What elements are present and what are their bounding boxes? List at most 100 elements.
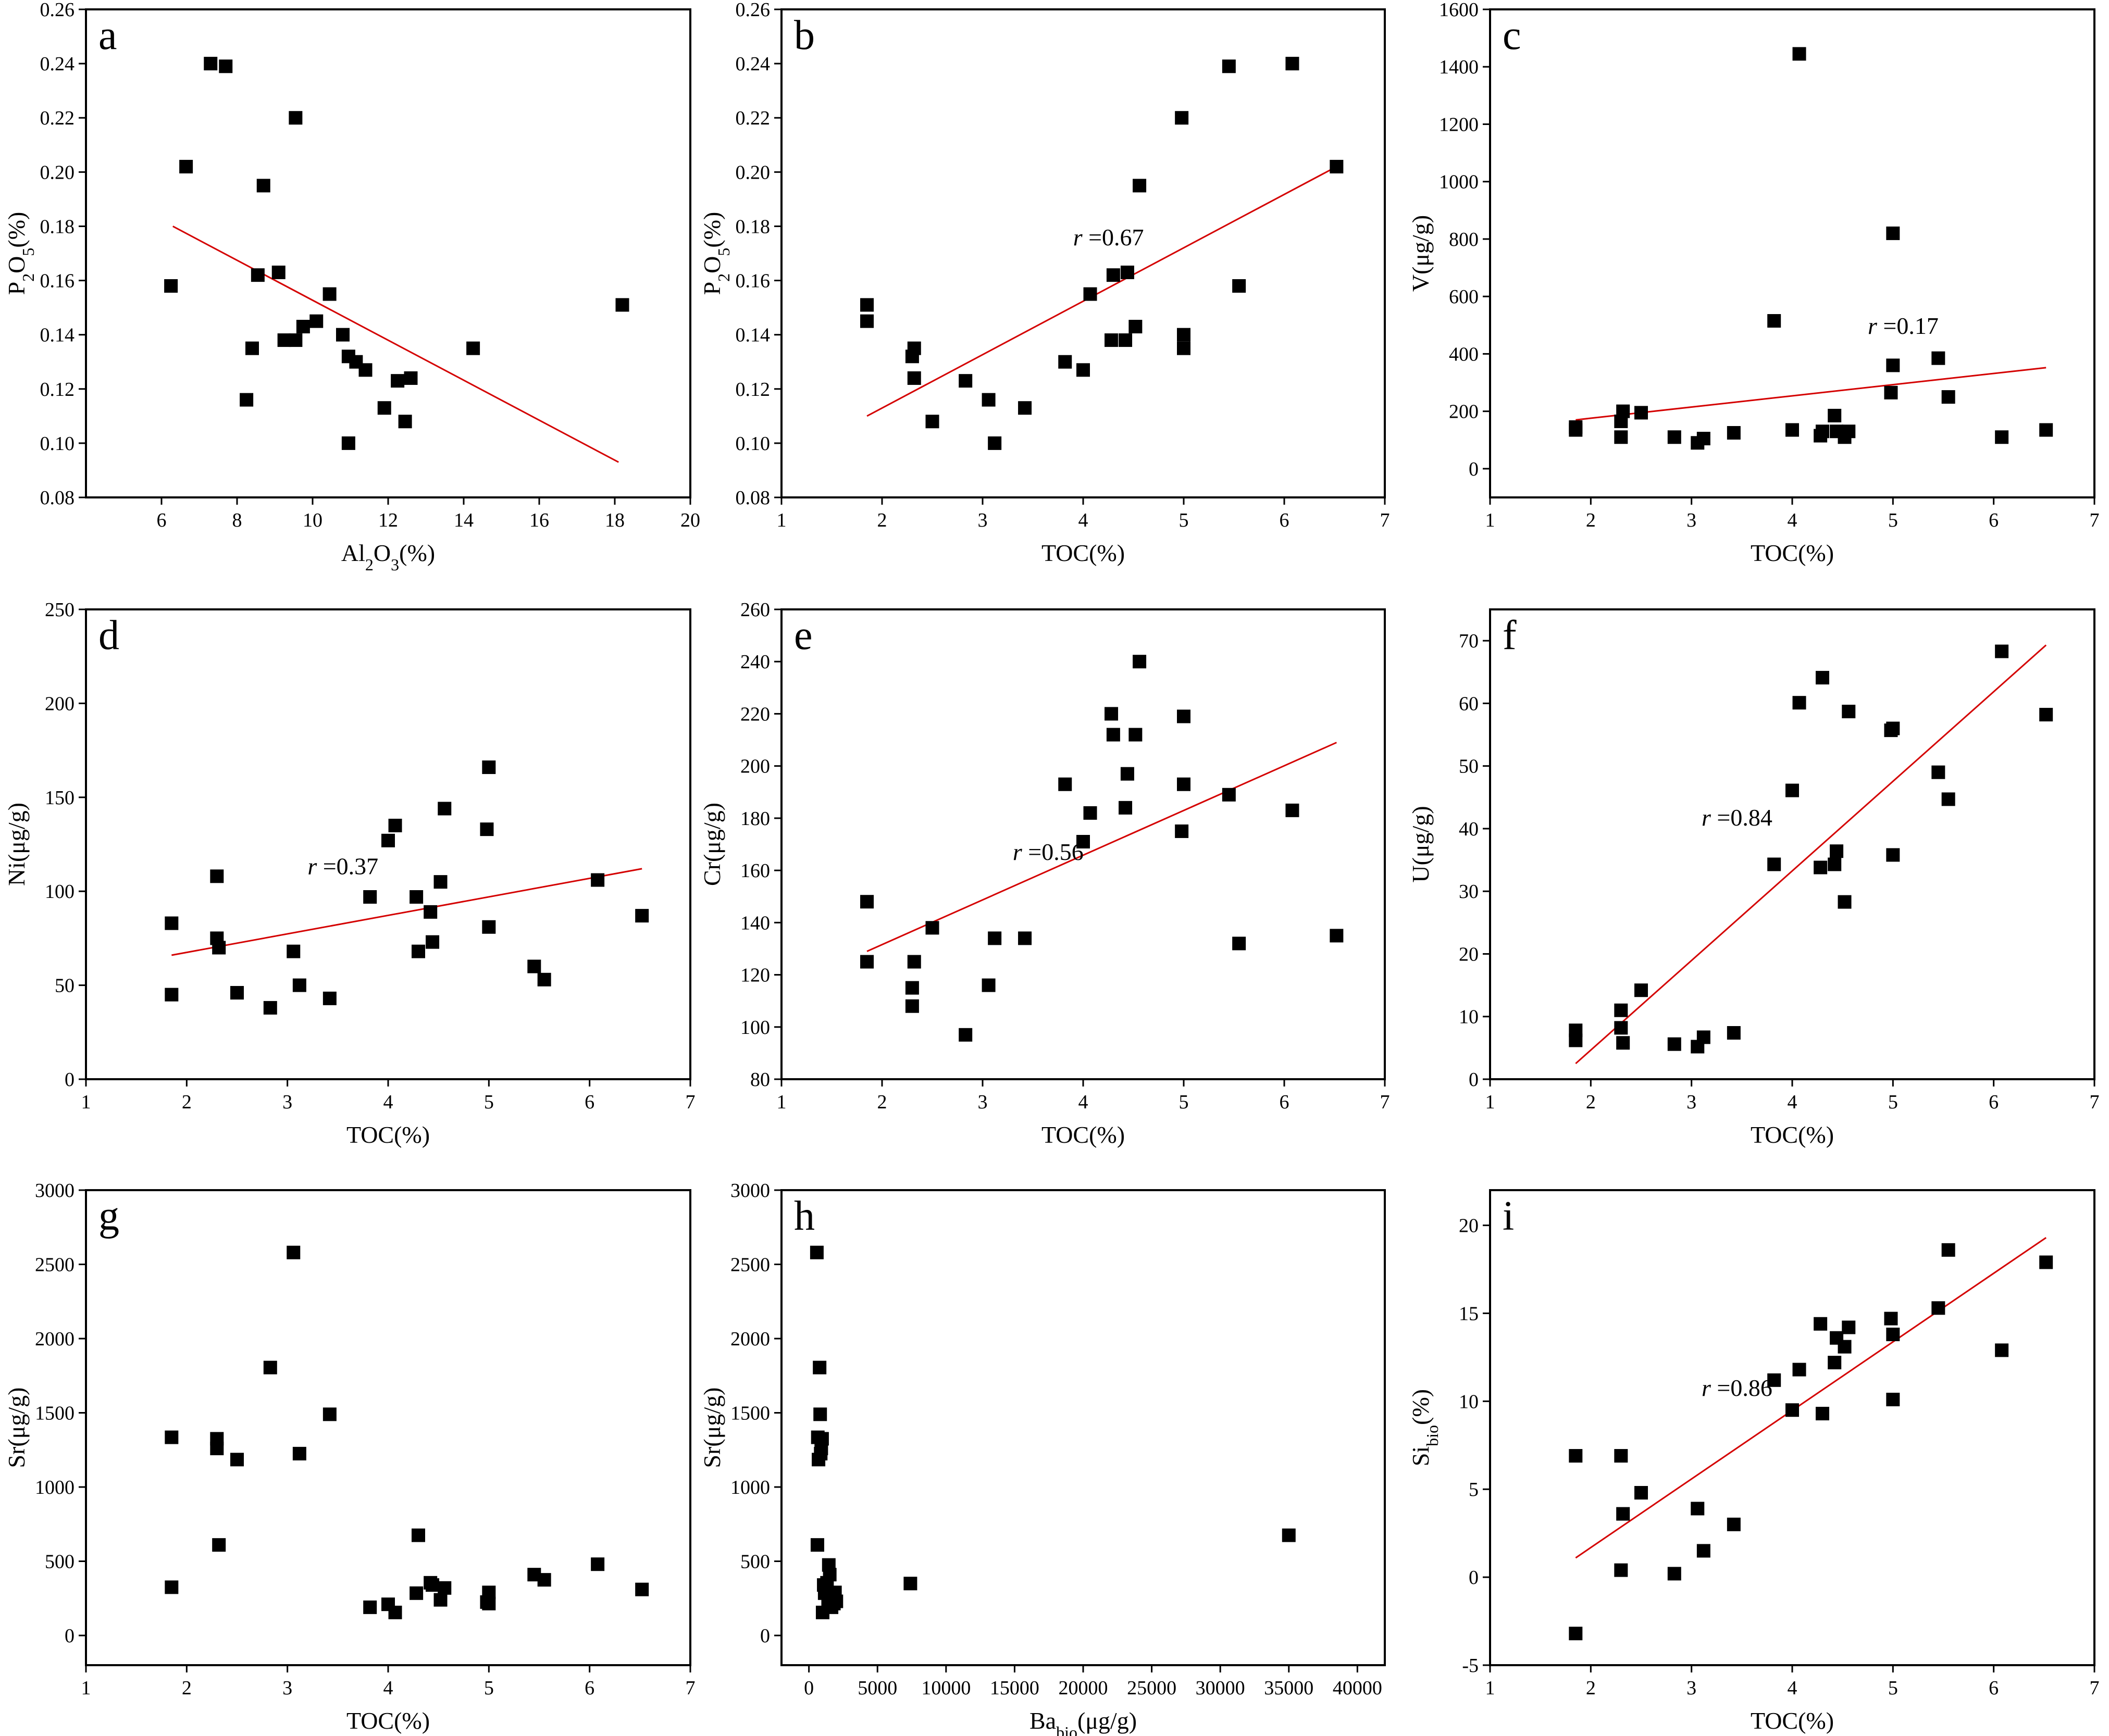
- data-point: [230, 1453, 244, 1467]
- data-point: [829, 1594, 843, 1608]
- data-point: [1886, 226, 1900, 240]
- x-tick-label: 6: [1989, 509, 1999, 531]
- panel-letter: f: [1503, 613, 1517, 658]
- data-point: [482, 1585, 496, 1600]
- y-tick-label: 1600: [1439, 0, 1479, 21]
- data-point: [1083, 806, 1097, 820]
- data-point: [1282, 1528, 1296, 1542]
- data-point: [1941, 1243, 1955, 1257]
- y-tick-label: 1200: [1439, 114, 1479, 135]
- data-point: [1119, 801, 1133, 815]
- y-tick-label: 160: [740, 860, 770, 882]
- data-point: [1727, 1517, 1741, 1531]
- data-point: [230, 986, 244, 1000]
- data-point: [1119, 333, 1133, 347]
- data-point: [1941, 792, 1955, 806]
- data-point: [982, 393, 996, 407]
- data-point: [907, 955, 921, 969]
- data-point: [905, 981, 919, 995]
- data-point: [1767, 1373, 1781, 1387]
- y-tick-label: 100: [45, 881, 75, 903]
- data-point: [1133, 655, 1147, 669]
- y-tick-label: -5: [1462, 1655, 1479, 1677]
- data-point: [860, 298, 874, 312]
- data-point: [988, 931, 1002, 945]
- y-tick-label: 0.22: [736, 107, 771, 129]
- data-point: [1106, 728, 1120, 742]
- data-point: [1884, 1312, 1898, 1326]
- y-tick-label: 2000: [730, 1328, 770, 1350]
- data-point: [245, 341, 259, 355]
- data-point: [1232, 279, 1246, 293]
- data-point: [1018, 931, 1032, 945]
- data-point: [1569, 423, 1583, 437]
- data-point: [219, 59, 233, 73]
- fit-line: [1575, 644, 2047, 1065]
- data-point: [1785, 783, 1799, 797]
- y-tick-label: 100: [740, 1017, 770, 1039]
- x-tick-label: 18: [605, 509, 625, 531]
- data-point: [179, 159, 193, 173]
- y-tick-label: 0.14: [40, 324, 75, 346]
- data-point: [404, 371, 418, 385]
- panel-letter: a: [98, 13, 117, 58]
- data-point: [1941, 390, 1955, 404]
- data-point: [165, 1430, 179, 1444]
- y-tick-label: 10: [1459, 1391, 1479, 1413]
- y-tick-label: 150: [45, 787, 75, 809]
- y-tick-label: 200: [1449, 401, 1479, 423]
- x-tick-label: 6: [585, 1091, 594, 1113]
- x-tick-label: 8: [232, 509, 242, 531]
- data-point: [212, 1538, 226, 1552]
- x-axis-label: TOC(%): [1751, 1121, 1834, 1148]
- data-point: [1222, 59, 1236, 73]
- data-point: [1616, 1507, 1630, 1521]
- y-tick-label: 40: [1459, 818, 1479, 840]
- y-tick-label: 70: [1459, 630, 1479, 652]
- data-point: [860, 314, 874, 328]
- data-point: [212, 941, 226, 955]
- data-point: [433, 1593, 448, 1607]
- data-point: [1177, 328, 1190, 342]
- data-point: [988, 436, 1002, 450]
- y-tick-label: 240: [740, 651, 770, 673]
- data-point: [615, 298, 629, 312]
- x-tick-label: 7: [686, 1091, 696, 1113]
- y-tick-label: 20: [1459, 1215, 1479, 1237]
- y-axis-label: Ni(μg/g): [3, 803, 30, 886]
- x-tick-label: 5: [1888, 1677, 1898, 1699]
- data-point: [1792, 47, 1806, 61]
- data-point: [426, 935, 440, 949]
- data-point: [925, 921, 939, 935]
- data-point: [1083, 287, 1097, 301]
- data-point: [1128, 728, 1143, 742]
- data-point: [363, 890, 377, 904]
- data-point: [903, 1577, 917, 1591]
- data-point: [1634, 406, 1648, 420]
- y-tick-label: 0.08: [736, 487, 771, 509]
- data-point: [1105, 707, 1119, 721]
- y-tick-label: 0.20: [736, 161, 771, 183]
- data-point: [1222, 788, 1236, 802]
- data-point: [860, 895, 874, 909]
- data-point: [410, 890, 424, 904]
- y-axis-label: Sr(μg/g): [699, 1388, 725, 1468]
- data-point: [982, 978, 996, 992]
- correlation-label: r =0.86: [1702, 1375, 1772, 1401]
- data-point: [1076, 834, 1090, 848]
- data-point: [1814, 1317, 1828, 1331]
- x-axis-label: TOC(%): [346, 1121, 430, 1148]
- y-tick-label: 0.24: [736, 53, 771, 75]
- data-point: [1330, 159, 1344, 173]
- data-point: [271, 265, 286, 279]
- data-point: [1120, 767, 1134, 781]
- x-tick-label: 6: [1280, 1091, 1289, 1113]
- data-point: [823, 1568, 837, 1582]
- data-point: [1886, 1327, 1900, 1341]
- data-point: [1175, 824, 1189, 838]
- y-tick-label: 80: [750, 1069, 770, 1091]
- y-axis-label: P2O5(%): [699, 212, 733, 295]
- y-tick-label: 600: [1449, 286, 1479, 308]
- y-tick-label: 2500: [730, 1254, 770, 1276]
- x-tick-label: 6: [1989, 1677, 1999, 1699]
